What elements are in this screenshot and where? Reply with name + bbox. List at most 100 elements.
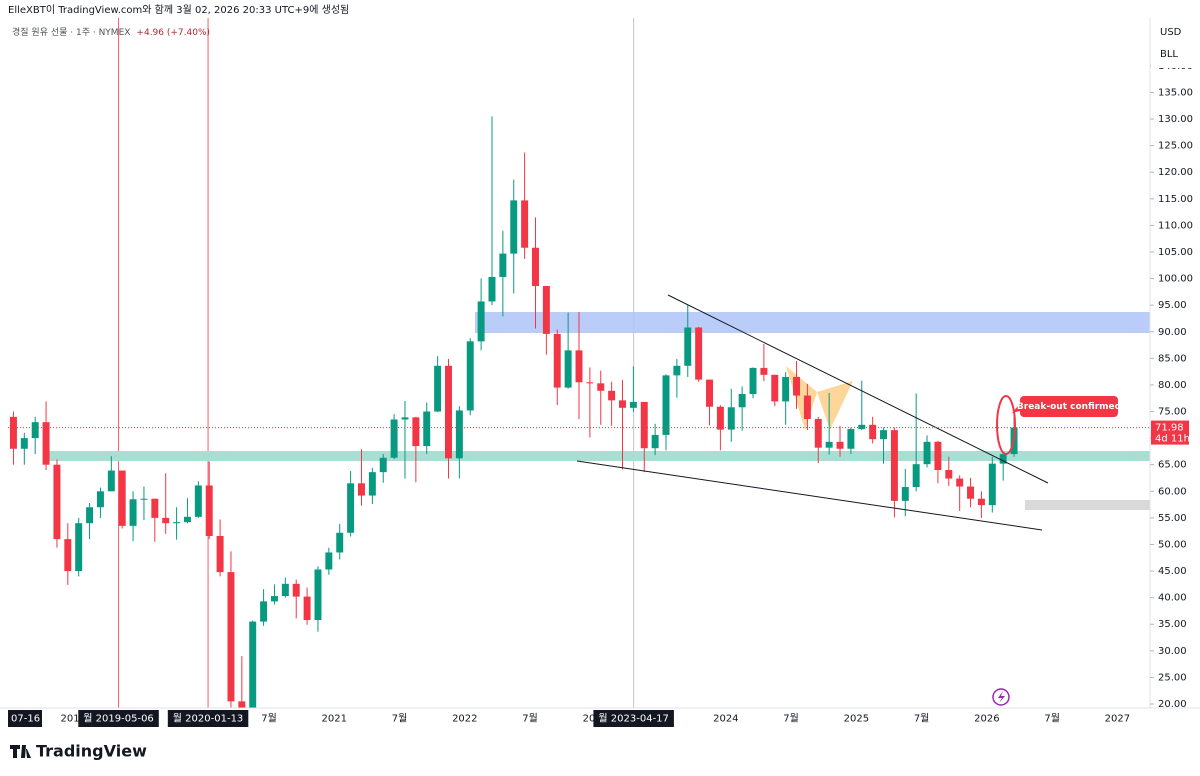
candle-body: [401, 417, 409, 420]
candle-body: [738, 393, 746, 408]
crosshair-box: [8, 710, 42, 727]
y-tick-label: 90.00: [1158, 327, 1187, 338]
marker-label: 월 2019-05-06: [83, 713, 154, 725]
candle-body: [619, 400, 626, 408]
candle-body: [477, 301, 485, 342]
candle-body: [651, 434, 659, 449]
plot: [8, 18, 1150, 708]
candle-body: [227, 572, 235, 702]
x-tick-label: 2026: [974, 714, 999, 725]
candle-body: [706, 379, 713, 407]
candle-body: [673, 365, 681, 376]
y-tick-label: 110.00: [1158, 220, 1193, 231]
candle-body: [151, 498, 159, 518]
crosshair-label: 07-16: [11, 714, 40, 725]
countdown: 4d 11h: [1155, 434, 1190, 445]
candle-body: [107, 470, 115, 492]
candle-body: [695, 327, 703, 380]
y-tick-label: 85.00: [1158, 353, 1187, 364]
y-tick-label: 120.00: [1158, 167, 1193, 178]
candle-body: [564, 350, 572, 388]
y-tick-label: 50.00: [1158, 539, 1187, 550]
credit: ElleXBT이 TradingView.com와 함께 3월 02, 2026…: [8, 4, 349, 16]
x-tick-label: 7월: [914, 713, 930, 725]
candle-body: [162, 517, 170, 524]
candle-body: [281, 583, 289, 597]
y-tick-label: 40.00: [1158, 593, 1187, 604]
candle-body: [368, 472, 376, 496]
lower-trendline: [576, 460, 1043, 531]
candle-body: [292, 583, 300, 597]
y-tick-label: 75.00: [1158, 407, 1187, 418]
candle-body: [140, 498, 148, 500]
alert-icon[interactable]: [992, 688, 1010, 706]
candle-body: [303, 596, 311, 620]
x-tick-label: 7월: [1044, 713, 1060, 725]
candle-body: [923, 441, 931, 465]
candle-body: [836, 441, 844, 449]
candle-body: [662, 375, 670, 435]
candle-body: [890, 430, 898, 501]
candle-body: [238, 701, 246, 708]
candle-body: [75, 523, 83, 572]
marker-box: [167, 710, 249, 727]
y-tick-label: 20.00: [1158, 699, 1187, 710]
x-tick-label: 2019: [61, 714, 86, 725]
marker-box: [78, 710, 159, 727]
candle-body: [488, 276, 496, 302]
x-tick-label: 7월: [522, 713, 538, 725]
x-tick-label: 7월: [783, 713, 799, 725]
highlight-ellipse: [996, 395, 1016, 455]
resistance-zone: [475, 312, 1150, 333]
candle-body: [640, 401, 648, 449]
callout-text: Break-out confirmed: [1017, 402, 1121, 412]
candle-body: [869, 424, 877, 440]
candle-body: [86, 507, 94, 524]
candle-body: [793, 376, 801, 396]
pattern-right: [817, 381, 853, 430]
candle-body: [379, 457, 387, 473]
y-tick-label: 55.00: [1158, 513, 1187, 524]
candle-body: [586, 382, 594, 384]
price-label-box: [1151, 420, 1189, 445]
x-tick-label: 2025: [844, 714, 869, 725]
logo-text: TradingView: [36, 742, 147, 761]
candle-body: [390, 419, 398, 458]
candle-body: [760, 367, 768, 375]
y-tick-label: 130.00: [1158, 114, 1193, 125]
candle-body: [205, 485, 213, 536]
candle-body: [814, 418, 822, 448]
y-tick-label: 95.00: [1158, 300, 1187, 311]
x-tick-label: 7월: [261, 713, 277, 725]
y-tick-label: 30.00: [1158, 646, 1187, 657]
symbol-name: 경질 원유 선물 · 1주 · NYMEX: [12, 26, 130, 38]
candle-body: [466, 341, 474, 411]
unit: BLL: [1160, 49, 1178, 60]
alert-bolt: [998, 691, 1005, 703]
candle-body: [96, 491, 104, 508]
candle-body: [270, 596, 278, 602]
candle-body: [977, 498, 985, 506]
candle-body: [858, 424, 866, 430]
candle-body: [173, 522, 181, 524]
candle-body: [716, 406, 724, 430]
candle-body: [53, 464, 61, 540]
unit-box: [1151, 18, 1200, 68]
y-tick-label: 105.00: [1158, 247, 1193, 258]
candle-body: [455, 410, 463, 459]
candle-body: [423, 411, 431, 447]
candle-body: [597, 383, 605, 391]
y-tick-label: 115.00: [1158, 194, 1193, 205]
callout: [1020, 396, 1118, 417]
candle-body: [521, 200, 529, 248]
candle-body: [553, 333, 561, 388]
candle-body: [9, 416, 17, 449]
candle-body: [847, 429, 855, 449]
y-tick-label: 35.00: [1158, 619, 1187, 630]
candle-body: [64, 539, 72, 572]
support-zone: [45, 451, 1150, 461]
x-tick-label: 2024: [713, 714, 738, 725]
price-label: 71.98: [1155, 423, 1184, 434]
candle-body: [782, 376, 790, 402]
